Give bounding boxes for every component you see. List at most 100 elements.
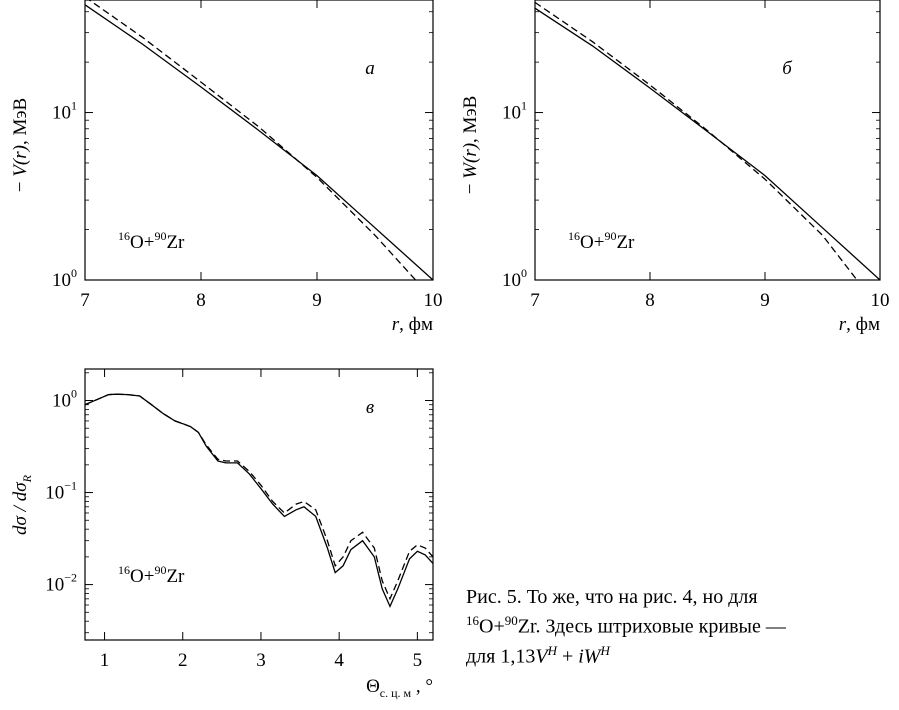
- figure-caption: Рис. 5. То же, что на рис. 4, но для 16O…: [466, 586, 886, 668]
- reaction-element-1: O: [130, 566, 144, 587]
- series-dashed-line: [88, 0, 417, 280]
- y-tick-base: 10: [52, 391, 71, 412]
- x-axis-label: r, фм: [392, 314, 433, 335]
- y-axis-label: dσ / dσR: [10, 474, 34, 535]
- x-axis-label-subscript: c. ц. м: [380, 686, 412, 700]
- y-axis-label: − V(r), МэВ: [10, 98, 31, 192]
- x-tick-label: 7: [80, 290, 90, 311]
- y-tick-label: 10−2: [45, 571, 77, 596]
- caption-plus: +: [493, 615, 505, 638]
- x-axis-label-symbol: Θ: [366, 676, 380, 697]
- reaction-label: 16O+90Zr: [118, 563, 185, 587]
- reaction-element-2: Zr: [166, 566, 185, 587]
- y-axis-label-argument: (r): [10, 145, 31, 165]
- y-tick-base: 10: [45, 575, 64, 596]
- y-tick-exponent: −2: [64, 571, 77, 585]
- caption-line-3-prefix: для 1,13: [466, 645, 536, 668]
- y-tick-label: 101: [502, 99, 527, 124]
- x-tick-label: 5: [413, 650, 423, 671]
- y-tick-label: 10−1: [45, 479, 77, 504]
- caption-line-2: 16O+90Zr. Здесь штриховые кривые —: [466, 609, 886, 639]
- x-axis-label: r, фм: [839, 314, 880, 335]
- y-tick-label: 101: [52, 99, 77, 124]
- y-tick-base: 10: [52, 270, 71, 291]
- y-tick-exponent: 0: [71, 266, 77, 280]
- x-tick-label: 8: [645, 290, 655, 311]
- y-axis-label-symbol: W: [460, 161, 481, 179]
- reaction-label: 16O+90Zr: [568, 229, 635, 253]
- reaction-element-1: O: [580, 232, 594, 253]
- y-tick-label: 100: [52, 266, 77, 291]
- reaction-label: 16O+90Zr: [118, 229, 185, 253]
- series-solid-line: [535, 7, 880, 280]
- y-tick-exponent: 0: [71, 387, 77, 401]
- y-tick-base: 10: [45, 483, 64, 504]
- x-tick-label: 10: [871, 290, 890, 311]
- caption-element-1: O: [479, 615, 494, 638]
- y-tick-label: 100: [52, 387, 77, 412]
- x-tick-label: 8: [196, 290, 206, 311]
- y-tick-base: 10: [502, 103, 521, 124]
- plot-frame-b: [534, 0, 881, 281]
- y-tick-base: 10: [502, 270, 521, 291]
- x-axis-label-symbol: r: [392, 314, 400, 335]
- y-tick-base: 10: [52, 103, 71, 124]
- x-tick-label: 1: [100, 650, 110, 671]
- y-tick-exponent: 0: [521, 266, 527, 280]
- x-tick-label: 10: [424, 290, 443, 311]
- x-tick-label: 9: [760, 290, 770, 311]
- y-axis-label-subscript: R: [20, 474, 34, 483]
- reaction-element-2: Zr: [166, 232, 185, 253]
- reaction-plus: +: [144, 232, 155, 253]
- x-tick-label: 4: [334, 650, 344, 671]
- y-axis-label-minus: −: [10, 177, 31, 192]
- caption-element-2: Zr: [517, 615, 536, 638]
- y-axis-label-symbol: V: [10, 163, 31, 177]
- panel-label-b: б: [782, 58, 793, 79]
- caption-line-3: для 1,13VH + iWH: [466, 639, 886, 669]
- caption-mass-1: 16: [466, 613, 479, 628]
- caption-iw-symbol: iW: [578, 645, 601, 668]
- series-dashed-line: [535, 1, 858, 280]
- reaction-mass-1: 16: [118, 229, 130, 243]
- y-axis-label-argument: (r): [460, 143, 481, 163]
- reaction-plus: +: [144, 566, 155, 587]
- y-axis-label: − W(r), МэВ: [460, 96, 481, 195]
- reaction-mass-2: 90: [154, 229, 166, 243]
- y-axis-label-text: dσ / dσ: [10, 482, 31, 535]
- y-tick-label: 100: [502, 266, 527, 291]
- y-axis-label-unit: , МэВ: [460, 96, 481, 143]
- x-axis-label-unit: , °: [411, 676, 433, 697]
- caption-line-2-text: . Здесь штриховые кривые —: [535, 615, 786, 638]
- caption-sup-h-1: H: [547, 642, 557, 658]
- x-axis-label: Θc. ц. м , °: [366, 676, 433, 700]
- x-tick-label: 3: [256, 650, 266, 671]
- reaction-element-1: O: [130, 232, 144, 253]
- y-tick-exponent: 1: [71, 99, 77, 113]
- reaction-plus: +: [594, 232, 605, 253]
- caption-mass-2: 90: [504, 613, 518, 628]
- caption-v-symbol: V: [535, 645, 548, 668]
- caption-plus-sign: +: [556, 645, 579, 668]
- reaction-mass-2: 90: [154, 563, 166, 577]
- x-axis-label-unit: , фм: [846, 314, 880, 335]
- plot-frame-a: [84, 0, 434, 281]
- series-dashed-line: [85, 393, 433, 601]
- y-tick-exponent: −1: [64, 479, 77, 493]
- reaction-mass-1: 16: [118, 563, 130, 577]
- panel-label-a: а: [365, 58, 375, 79]
- caption-sup-h-2: H: [600, 642, 610, 658]
- x-tick-label: 7: [530, 290, 540, 311]
- x-axis-label-symbol: r: [839, 314, 847, 335]
- y-axis-label-minus: −: [460, 179, 481, 194]
- caption-line-1: Рис. 5. То же, что на рис. 4, но для: [466, 586, 758, 608]
- reaction-element-2: Zr: [616, 232, 635, 253]
- y-axis-label-unit: , МэВ: [10, 98, 31, 145]
- x-tick-label: 9: [312, 290, 322, 311]
- reaction-mass-2: 90: [604, 229, 616, 243]
- panel-label-c: в: [366, 397, 374, 418]
- x-axis-label-unit: , фм: [399, 314, 433, 335]
